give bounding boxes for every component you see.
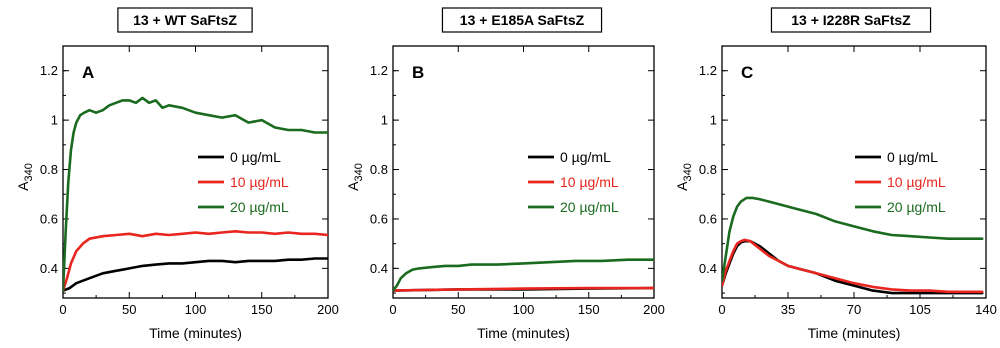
panel-letter: C	[741, 63, 753, 82]
x-tick-label: 70	[847, 302, 861, 317]
y-axis-label: A340	[15, 163, 35, 191]
x-axis-label: Time (minutes)	[149, 325, 242, 341]
y-tick-label: 1	[381, 113, 388, 128]
series-line-20ug	[393, 258, 654, 292]
y-axis-label: A340	[345, 163, 365, 191]
series-line-10ug	[393, 286, 654, 292]
legend-label: 20 µg/mL	[887, 199, 946, 215]
legend-label: 20 µg/mL	[230, 199, 289, 215]
x-tick-label: 100	[513, 302, 535, 317]
x-tick-label: 140	[975, 302, 997, 317]
x-tick-label: 35	[781, 302, 795, 317]
x-axis-label: Time (minutes)	[808, 325, 901, 341]
y-tick-label: 0.4	[40, 261, 58, 276]
y-tick-label: 0.6	[370, 211, 388, 226]
x-tick-label: 200	[643, 302, 665, 317]
chart-panel-b: 13 + E185A SaFtsZ 0.4 0.6 0.8 1 1.2 0 50 100 150 2…	[345, 7, 665, 341]
legend-label: 10 µg/mL	[230, 174, 289, 190]
chart-panel-a: 13 + WT SaFtsZ 0.4 0.6 0.8 1 1.2 0 50 100 150 200 T…	[15, 7, 339, 341]
x-axis-label: Time (minutes)	[477, 325, 570, 341]
legend-label: 0 µg/mL	[560, 149, 611, 165]
y-tick-label: 1.2	[370, 63, 388, 78]
legend-label: 10 µg/mL	[887, 174, 946, 190]
panel-title-box	[770, 7, 932, 33]
panel-title: 13 + I228R SaFtsZ	[791, 12, 911, 28]
panel-title: 13 + E185A SaFtsZ	[460, 12, 585, 28]
x-tick-label: 0	[718, 302, 725, 317]
series-line-10ug	[63, 230, 328, 292]
x-tick-label: 50	[451, 302, 465, 317]
panel-title: 13 + WT SaFtsZ	[133, 12, 237, 28]
x-tick-label: 0	[389, 302, 396, 317]
y-tick-label: 0.6	[699, 211, 717, 226]
y-tick-label: 0.8	[699, 162, 717, 177]
x-tick-label: 0	[59, 302, 66, 317]
y-axis-label: A340	[674, 163, 694, 191]
legend-label: 20 µg/mL	[560, 199, 619, 215]
x-tick-label: 105	[909, 302, 931, 317]
y-tick-label: 0.8	[370, 162, 388, 177]
panel-letter: A	[82, 63, 94, 82]
plot-frame	[721, 45, 987, 299]
panel-letter: B	[412, 63, 424, 82]
series-line-20ug	[63, 96, 328, 292]
series-line-20ug	[722, 196, 984, 282]
legend-label: 0 µg/mL	[887, 149, 938, 165]
y-tick-label: 0.4	[699, 261, 717, 276]
y-tick-label: 1.2	[40, 63, 58, 78]
x-tick-label: 150	[578, 302, 600, 317]
y-tick-label: 0.8	[40, 162, 58, 177]
series-line-0ug	[63, 257, 328, 292]
x-tick-label: 50	[122, 302, 136, 317]
y-tick-label: 1.2	[699, 63, 717, 78]
y-tick-label: 0.4	[370, 261, 388, 276]
x-tick-label: 100	[185, 302, 207, 317]
chart-panel-c: 13 + I228R SaFtsZ 0.4 0.6 0.8 1 1.2 0 35 70 105 14…	[674, 7, 997, 341]
y-tick-label: 0.6	[40, 211, 58, 226]
x-tick-label: 150	[251, 302, 273, 317]
x-tick-label: 200	[317, 302, 339, 317]
panel-title-box	[441, 7, 603, 33]
legend-label: 0 µg/mL	[230, 149, 281, 165]
legend-label: 10 µg/mL	[560, 174, 619, 190]
panel-title-box	[117, 7, 253, 33]
y-tick-label: 1	[710, 113, 717, 128]
y-tick-label: 1	[51, 113, 58, 128]
series-line-10ug	[722, 238, 984, 294]
